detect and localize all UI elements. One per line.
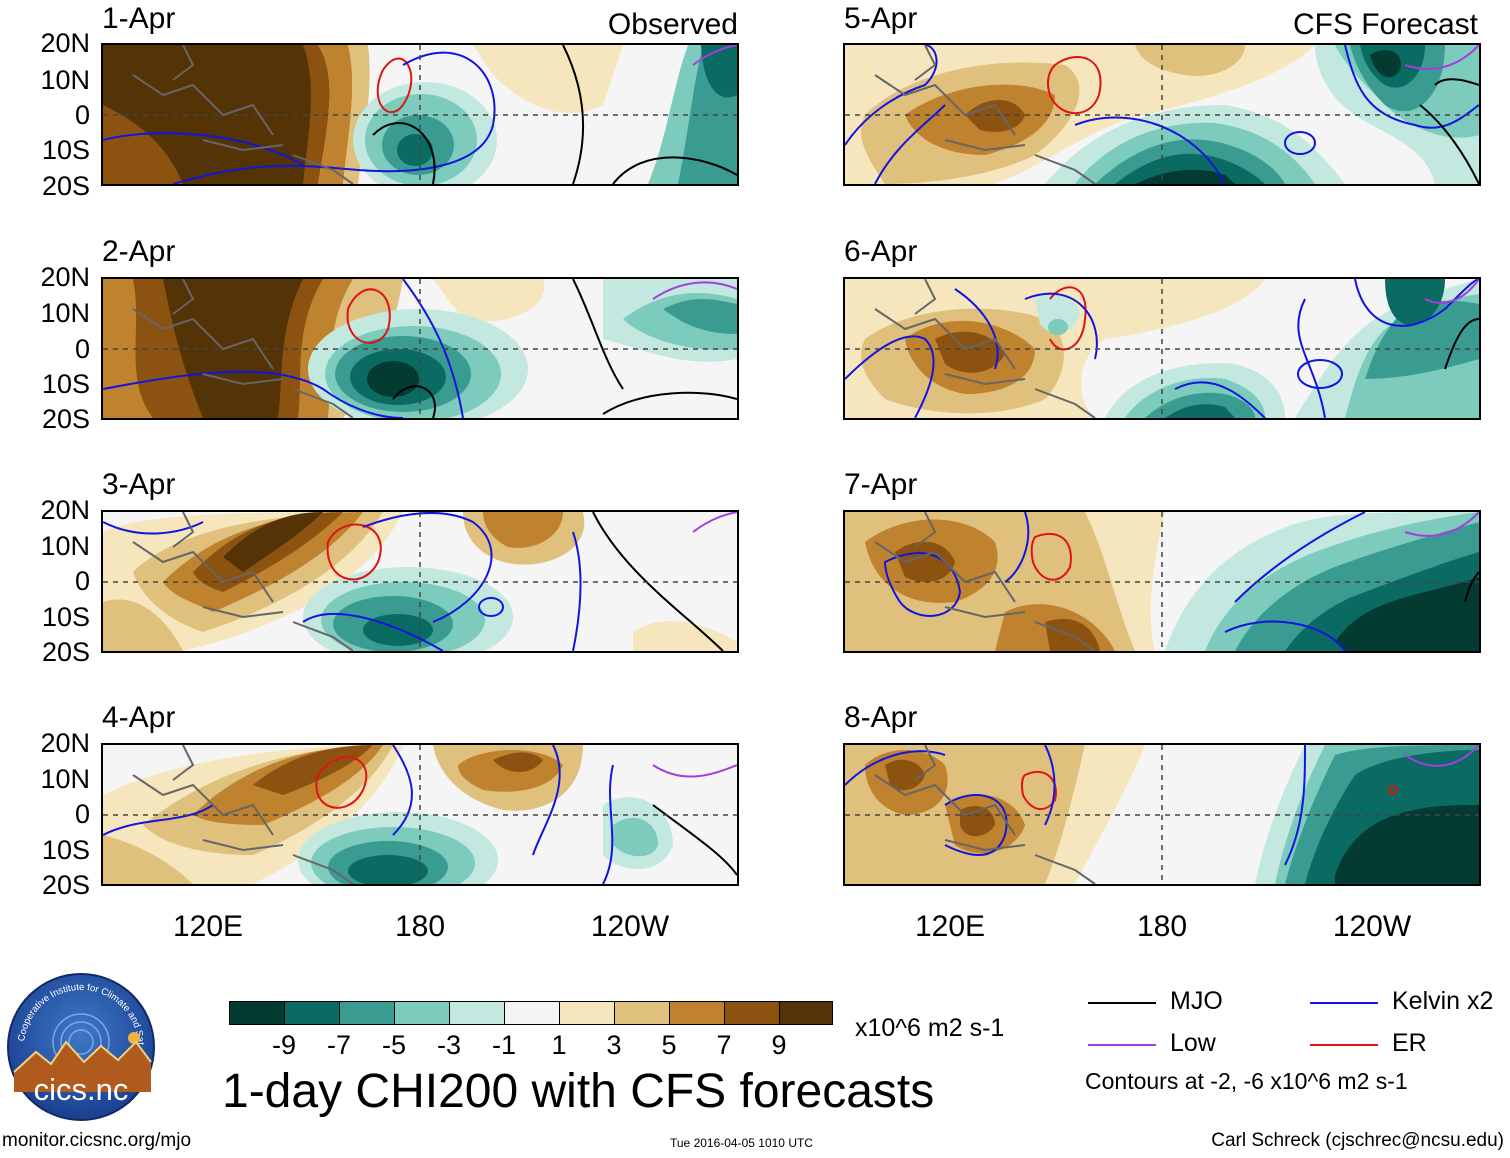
colorbar-tick: 3 xyxy=(606,1030,622,1060)
map-panel xyxy=(101,510,739,653)
colorbar-swatch xyxy=(284,1001,340,1025)
lat-label: 20S xyxy=(41,870,90,900)
lon-label: 120E xyxy=(914,910,986,943)
lat-label: 0 xyxy=(74,799,90,829)
colorbar-swatch xyxy=(339,1001,395,1025)
lat-label: 20N xyxy=(40,262,90,292)
panel-date: 7-Apr xyxy=(844,468,918,501)
map-panel xyxy=(843,510,1481,653)
lat-label: 0 xyxy=(74,334,90,364)
panel-date: 6-Apr xyxy=(844,235,918,268)
panel-date: 8-Apr xyxy=(844,701,918,734)
map-panel xyxy=(101,277,739,420)
map-panel xyxy=(843,43,1481,186)
lon-label: 120W xyxy=(1332,910,1412,943)
lat-label: 20S xyxy=(41,637,90,667)
lat-label: 20S xyxy=(41,171,90,201)
legend-line-mjo xyxy=(1088,1002,1156,1004)
panel-date: 4-Apr xyxy=(102,701,176,734)
colorbar-tick: -3 xyxy=(436,1030,461,1060)
lat-label: 10S xyxy=(41,135,90,165)
lat-label: 20N xyxy=(40,728,90,758)
lat-label: 20S xyxy=(41,404,90,434)
legend-label: MJO xyxy=(1170,987,1223,1015)
lat-label: 10N xyxy=(40,65,90,95)
panel-date: 3-Apr xyxy=(102,468,176,501)
lat-label: 10N xyxy=(40,298,90,328)
cics-logo: Cooperative Institute for Climate and Sa… xyxy=(3,964,156,1122)
colorbar-swatch xyxy=(669,1001,725,1025)
legend-label: Kelvin x2 xyxy=(1392,987,1494,1015)
lon-label: 120W xyxy=(590,910,670,943)
colorbar-tick: 7 xyxy=(716,1030,732,1060)
colorbar-tick: 1 xyxy=(551,1030,567,1060)
legend-line-kelvin xyxy=(1310,1002,1378,1004)
colorbar-swatch xyxy=(614,1001,670,1025)
legend-line-er xyxy=(1310,1044,1378,1046)
lat-label: 10S xyxy=(41,602,90,632)
footer-timestamp: Tue 2016-04-05 1010 UTC xyxy=(670,1136,813,1150)
panel-corner-label: CFS Forecast xyxy=(1292,8,1478,41)
map-panel xyxy=(101,43,739,186)
colorbar-tick: -5 xyxy=(381,1030,406,1060)
colorbar-swatch xyxy=(779,1001,833,1025)
lat-label: 10N xyxy=(40,764,90,794)
legend-label: Low xyxy=(1170,1029,1216,1057)
lat-label: 0 xyxy=(74,566,90,596)
lat-label: 20N xyxy=(40,28,90,58)
colorbar-swatch xyxy=(724,1001,780,1025)
lat-label: 10S xyxy=(41,369,90,399)
colorbar-units: x10^6 m2 s-1 xyxy=(855,1014,1005,1042)
logo-text: cics.nc xyxy=(34,1072,129,1107)
lat-label: 20N xyxy=(40,495,90,525)
legend-label: ER xyxy=(1392,1029,1427,1057)
figure-title: 1-day CHI200 with CFS forecasts xyxy=(222,1065,935,1118)
panel-corner-label: Observed xyxy=(607,8,738,41)
map-panel xyxy=(843,743,1481,886)
lat-label: 10S xyxy=(41,835,90,865)
lon-label: 120E xyxy=(172,910,244,943)
legend-note: Contours at -2, -6 x10^6 m2 s-1 xyxy=(1085,1068,1408,1094)
colorbar-swatch xyxy=(394,1001,450,1025)
colorbar-tick: -1 xyxy=(491,1030,516,1060)
lon-label: 180 xyxy=(394,910,446,943)
colorbar-tick: -9 xyxy=(271,1030,296,1060)
colorbar-tick: 5 xyxy=(661,1030,677,1060)
colorbar-tick: -7 xyxy=(326,1030,351,1060)
lon-label: 180 xyxy=(1136,910,1188,943)
colorbar-swatch xyxy=(504,1001,560,1025)
panel-date: 1-Apr xyxy=(102,2,176,35)
legend-line-low xyxy=(1088,1044,1156,1046)
colorbar-swatch xyxy=(449,1001,505,1025)
map-panel xyxy=(101,743,739,886)
colorbar-swatch xyxy=(229,1001,285,1025)
lat-label: 0 xyxy=(74,100,90,130)
panel-date: 5-Apr xyxy=(844,2,918,35)
footer-url[interactable]: monitor.cicsnc.org/mjo xyxy=(2,1130,192,1151)
lat-label: 10N xyxy=(40,531,90,561)
panel-date: 2-Apr xyxy=(102,235,176,268)
footer-author: Carl Schreck (cjschrec@ncsu.edu) xyxy=(1211,1130,1504,1151)
colorbar-swatch xyxy=(559,1001,615,1025)
colorbar-tick: 9 xyxy=(771,1030,787,1060)
map-panel xyxy=(843,277,1481,420)
